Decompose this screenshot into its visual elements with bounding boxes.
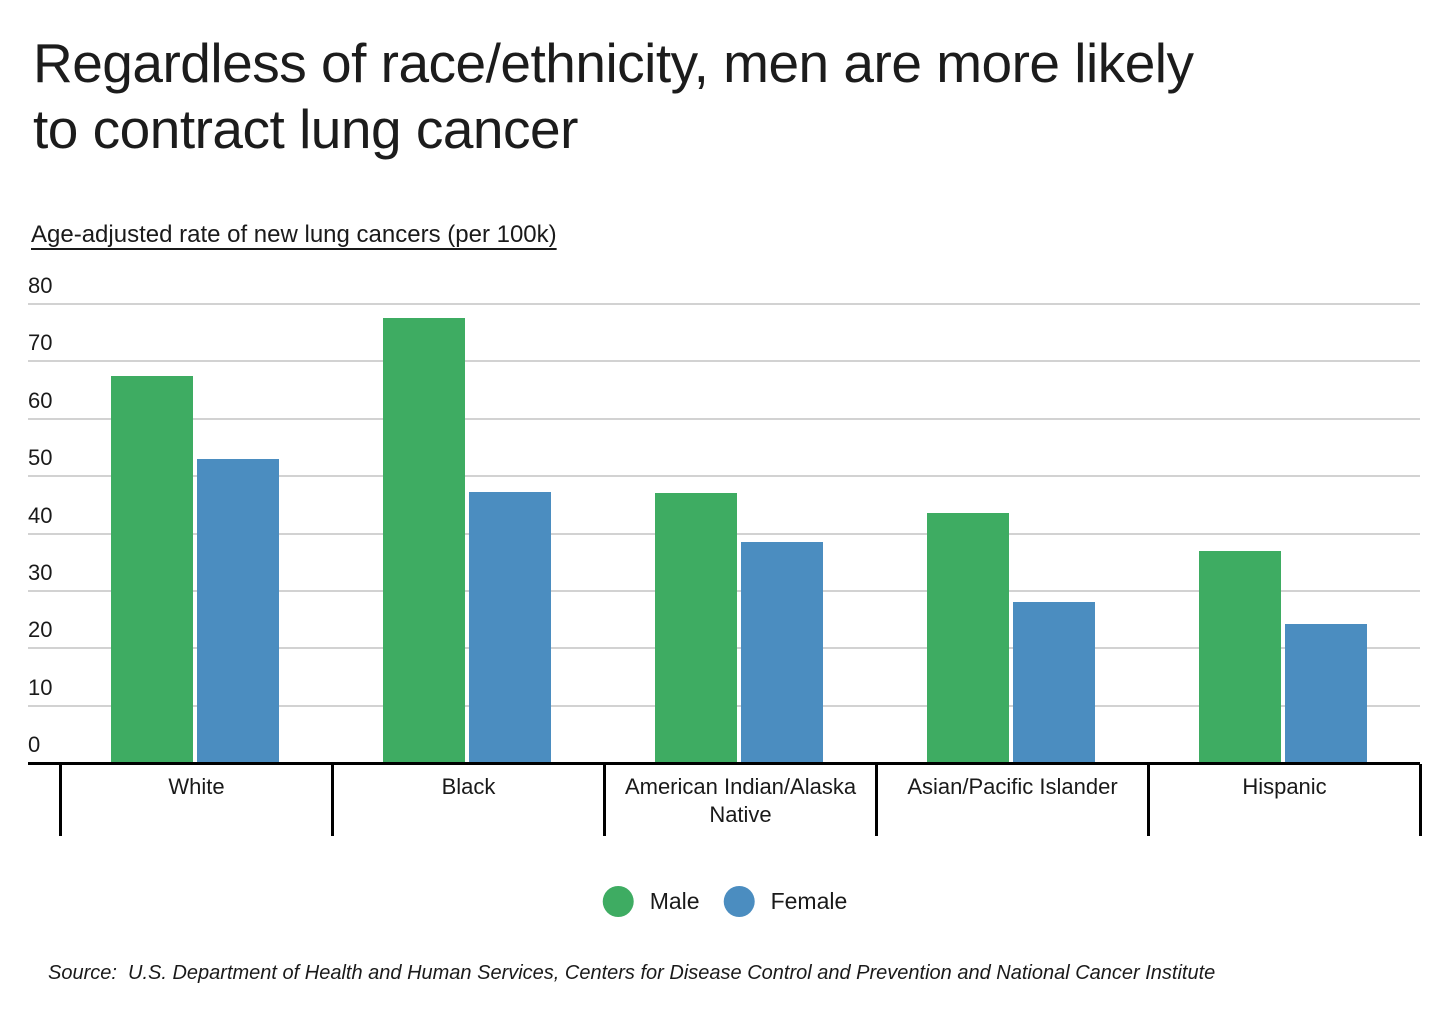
female-bar-asian-pacific-islander [1013, 602, 1095, 763]
category-cell-hispanic [1147, 304, 1419, 763]
legend: Male Female [602, 886, 848, 917]
category-cell-asian-pacific-islander [875, 304, 1147, 763]
gridline [28, 303, 1420, 305]
x-axis-label-hispanic: Hispanic [1147, 764, 1419, 836]
x-axis-label-text: Black [441, 774, 496, 799]
x-axis-label-text: Hispanic [1242, 774, 1327, 799]
legend-item-female: Female [723, 886, 848, 917]
x-axis-label-text: White [168, 774, 225, 799]
x-axis-label-text: Asian/Pacific Islander [907, 774, 1118, 799]
female-bar-american-indian-alaska-native [741, 541, 823, 763]
y-axis-tick-label: 20 [28, 617, 53, 643]
y-axis-tick-label: 60 [28, 387, 53, 413]
chart-title-line-1: Regardless of race/ethnicity, men are mo… [33, 32, 1194, 94]
female-bar-black [469, 492, 551, 763]
y-axis-tick-label: 50 [28, 445, 53, 471]
female-bar-white [197, 458, 279, 763]
legend-item-male: Male [602, 886, 700, 917]
gridline [28, 417, 1420, 420]
y-axis-tick-label: 0 [28, 732, 41, 757]
male-bar-american-indian-alaska-native [655, 492, 737, 763]
legend-label: Female [770, 888, 848, 914]
male-bar-hispanic [1199, 550, 1281, 763]
y-axis-tick-label: 40 [28, 502, 53, 528]
x-axis-label-asian-pacific-islander: Asian/Pacific Islander [875, 764, 1147, 836]
gridline [28, 360, 1420, 363]
category-cell-black [331, 304, 603, 763]
gridline [28, 475, 1420, 478]
y-axis-tick-label: 30 [28, 559, 53, 585]
female-swatch-icon [723, 886, 755, 917]
male-swatch-icon [602, 886, 634, 917]
x-axis-label-white: White [59, 764, 331, 836]
legend-label: Male [649, 888, 700, 914]
x-axis-label-text: American Indian/Alaska Native [624, 774, 857, 827]
category-cells [59, 304, 1419, 763]
y-axis-tick-label: 10 [28, 674, 53, 700]
category-cell-white [59, 304, 331, 763]
y-axis-tick-label: 70 [28, 330, 53, 356]
category-cell-american-indian-alaska-native [603, 304, 875, 763]
y-axis-tick-label: 80 [28, 273, 53, 298]
x-axis-line [28, 762, 1420, 765]
plot-area: 0 10 20 30 40 50 60 70 80 [28, 273, 1420, 765]
male-bar-asian-pacific-islander [927, 513, 1009, 763]
chart-subtitle: Age-adjusted rate of new lung cancers (p… [31, 221, 557, 248]
x-axis: White Black American Indian/Alaska Native A… [59, 764, 1422, 836]
source-note: Source: U.S. Department of Health and Hu… [48, 962, 1216, 984]
x-axis-label-american-indian-alaska-native: American Indian/Alaska Native [603, 764, 875, 836]
chart-title-line-2: to contract lung cancer [33, 98, 578, 160]
male-bar-white [111, 375, 193, 763]
chart-title: Regardless of race/ethnicity, men are mo… [33, 30, 1194, 162]
x-axis-label-black: Black [331, 764, 603, 836]
female-bar-hispanic [1285, 623, 1367, 763]
male-bar-black [383, 318, 465, 763]
